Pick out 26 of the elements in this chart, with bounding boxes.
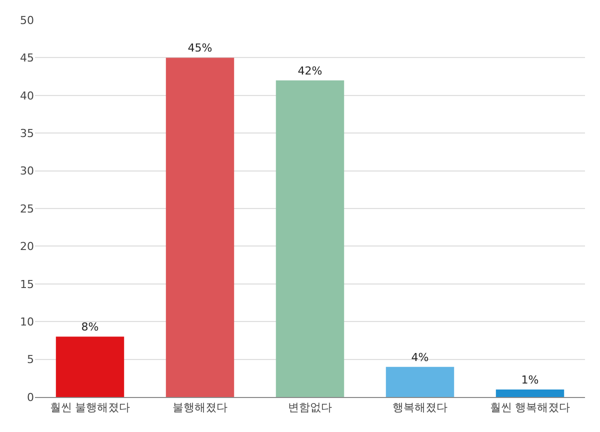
bar bbox=[386, 366, 454, 397]
x-tick-label: 훨씬 불행해졌다 bbox=[50, 401, 130, 414]
x-tick-label: 행복해졌다 bbox=[392, 401, 448, 414]
y-tick-label: 20 bbox=[20, 240, 34, 254]
y-tick-label: 25 bbox=[20, 202, 34, 216]
y-tick-label: 15 bbox=[20, 278, 34, 291]
bar bbox=[56, 336, 124, 397]
x-tick-label: 불행해졌다 bbox=[172, 401, 228, 414]
y-tick-label: 30 bbox=[20, 164, 34, 178]
x-tick-label: 변함없다 bbox=[288, 401, 332, 414]
y-tick-label: 40 bbox=[20, 89, 34, 102]
y-tick-label: 0 bbox=[27, 390, 34, 404]
bar bbox=[496, 389, 564, 397]
y-tick-label: 35 bbox=[20, 126, 34, 140]
data-label: 42% bbox=[298, 64, 322, 78]
y-tick-label: 50 bbox=[20, 14, 34, 27]
bar bbox=[276, 80, 344, 397]
data-label: 8% bbox=[81, 320, 99, 334]
y-tick-label: 10 bbox=[20, 315, 34, 328]
data-label: 4% bbox=[411, 350, 429, 364]
data-label: 45% bbox=[188, 42, 212, 55]
x-tick-label: 훨씬 행복해졌다 bbox=[490, 401, 570, 414]
y-tick-label: 45 bbox=[20, 52, 34, 65]
data-label: 1% bbox=[521, 373, 539, 386]
bar bbox=[166, 58, 234, 397]
y-tick-label: 5 bbox=[27, 353, 34, 366]
